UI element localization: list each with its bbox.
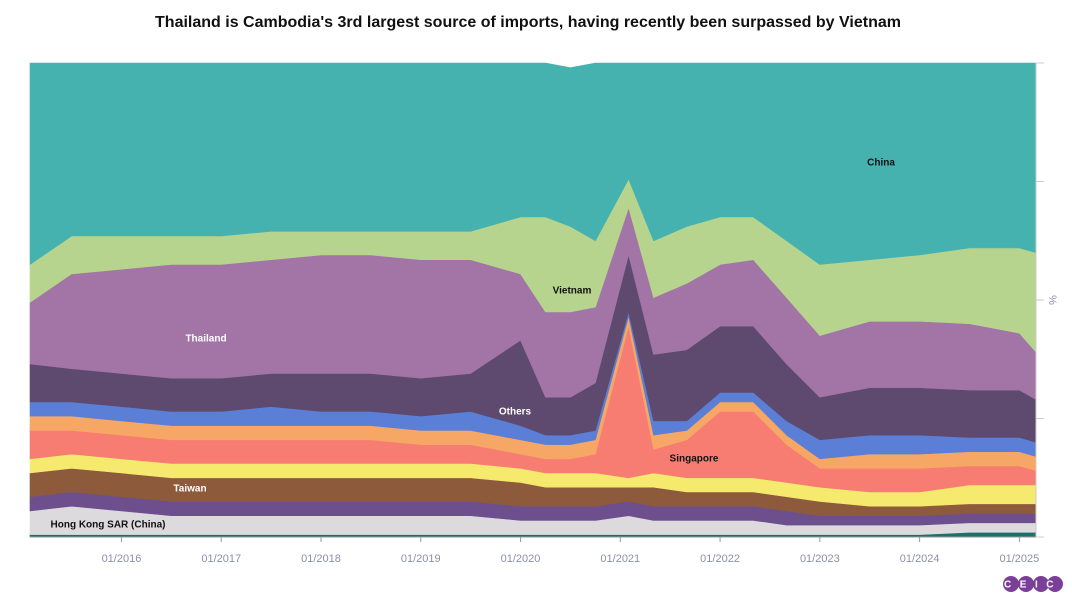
x-tick-label: 01/2023: [800, 553, 840, 565]
x-tick-label: 01/2019: [401, 553, 441, 565]
x-tick-label: 01/2017: [201, 553, 241, 565]
logo-circle: [1003, 576, 1019, 592]
x-tick-label: 01/2022: [700, 553, 740, 565]
logo-circle: [1033, 576, 1049, 592]
logo-circle: [1018, 576, 1034, 592]
chart-title: Thailand is Cambodia's 3rd largest sourc…: [155, 14, 901, 31]
x-tick-label: 01/2018: [301, 553, 341, 565]
x-tick-label: 01/2021: [600, 553, 640, 565]
series-label: Singapore: [670, 454, 719, 465]
x-tick-label: 01/2020: [501, 553, 541, 565]
x-tick-label: 01/2024: [900, 553, 940, 565]
series-label: Thailand: [185, 334, 226, 345]
logo-circle: [1047, 576, 1063, 592]
y-axis-label: %: [1046, 295, 1058, 305]
logo-text: CEIC: [1004, 580, 1062, 591]
logo: CEIC: [1003, 576, 1063, 592]
series-label: Taiwan: [173, 484, 206, 495]
axes: 01/2016 01/2017 01/2018 01/2019 01/2020 01/20…: [30, 62, 1058, 565]
series-label: Hong Kong SAR (China): [51, 520, 166, 531]
plot-area: Hong Kong SAR (China) Taiwan Singapore Othe…: [29, 62, 1037, 538]
x-tick-label: 01/2016: [102, 553, 142, 565]
x-tick-label: 01/2025: [999, 553, 1039, 565]
series-label: China: [867, 158, 895, 169]
series-label: Others: [499, 407, 532, 418]
series-label: Vietnam: [553, 286, 592, 297]
